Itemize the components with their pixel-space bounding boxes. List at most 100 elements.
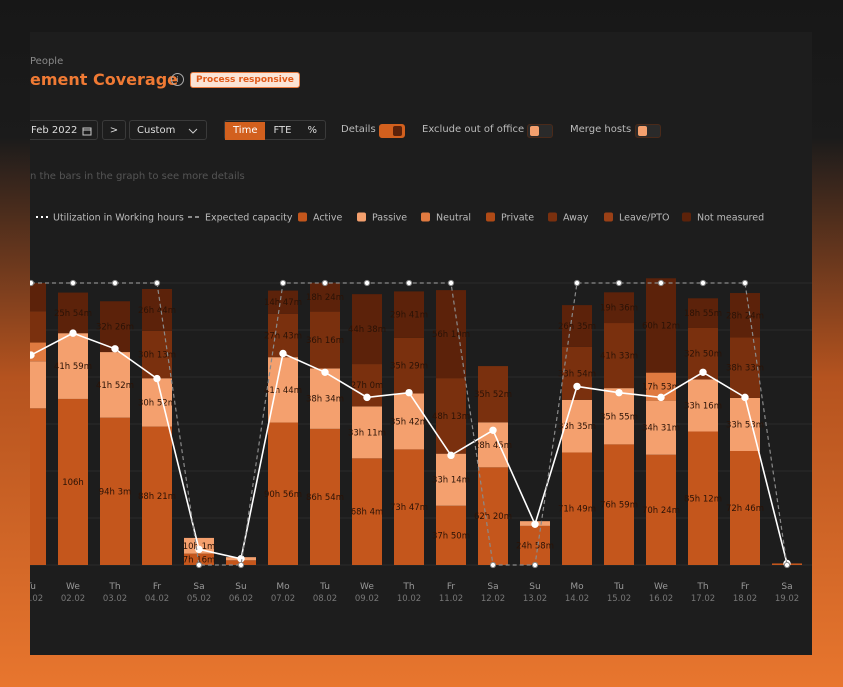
toggle-label: Exclude out of office	[422, 124, 525, 135]
bar-value-label: 25h 54m	[54, 309, 92, 319]
line-point	[111, 279, 119, 287]
info-icon[interactable]: i	[171, 73, 184, 86]
bar-value-label: 28h 24m	[726, 311, 764, 321]
bar-value-label: 41h 33m	[600, 352, 638, 362]
bar-value-label: 33h 54m	[558, 369, 596, 379]
line-point	[279, 279, 287, 287]
line-point	[405, 279, 413, 287]
bar-value-label: 30h 52m	[138, 398, 176, 408]
bar-segment	[352, 294, 382, 365]
x-tick-label: 18.02	[733, 594, 757, 604]
bar-segment	[100, 301, 130, 353]
chevron	[188, 128, 198, 134]
bar-segment	[310, 428, 340, 565]
bar-segment	[268, 422, 298, 565]
bar-value-label: 33h 11m	[348, 428, 386, 438]
bar-value-label: 76h 59m	[600, 501, 638, 511]
toggle[interactable]	[635, 124, 661, 138]
legend-label: Active	[313, 213, 343, 224]
bar-value-label: 72h 46m	[726, 504, 764, 514]
line-point	[69, 279, 77, 287]
x-tick-label: 06.02	[229, 594, 253, 604]
bar-value-label: 28h 45m	[474, 441, 512, 451]
legend-label: Not measured	[697, 213, 764, 224]
bar-value-label: 24h 58m	[516, 541, 554, 551]
bar-segment	[310, 282, 340, 312]
x-tick-label: 16.02	[649, 594, 673, 604]
date-picker[interactable]: Feb 2022	[30, 120, 98, 140]
toggle[interactable]	[379, 124, 405, 138]
x-tick-label: Fr	[741, 582, 750, 592]
bar-value-label: 41h 44m	[264, 386, 302, 396]
bar-value-label: 26h 44m	[138, 306, 176, 316]
next-button[interactable]: >	[102, 120, 126, 140]
unit-option[interactable]: FTE	[273, 125, 292, 136]
bar-value-label: 73h 47m	[390, 503, 428, 513]
bar-value-label: 37h 50m	[432, 531, 470, 541]
toggle[interactable]	[527, 124, 553, 138]
date-text: Feb 2022	[31, 125, 78, 136]
bar-value-label: 14h 47m	[264, 298, 302, 308]
legend-swatch	[421, 212, 430, 222]
bar-segment	[562, 452, 592, 565]
legend-label: Passive	[372, 213, 407, 224]
bar-segment	[604, 388, 634, 445]
bar-segment	[562, 305, 592, 347]
line-point	[405, 388, 413, 397]
legend-swatch	[357, 212, 366, 222]
line-point	[153, 279, 161, 287]
x-tick-label: Su	[235, 582, 246, 592]
status-badge: Process responsive	[190, 72, 300, 88]
line-point	[30, 351, 35, 359]
bar-value-label: 90h 56m	[264, 490, 302, 500]
range-text: Custom	[137, 125, 176, 136]
bar-value-label: 33h 16m	[684, 401, 722, 411]
line-point	[321, 279, 329, 287]
line-point	[447, 279, 455, 287]
bar-segment	[58, 292, 88, 334]
x-tick-label: We	[360, 582, 374, 592]
line-point	[615, 388, 623, 397]
bar-segment	[730, 450, 760, 565]
legend-swatch	[486, 212, 495, 222]
line-point	[111, 345, 119, 353]
bar-value-label: 71h 49m	[558, 505, 596, 515]
line-point	[741, 393, 749, 402]
bar-value-label: 36h 16m	[306, 336, 344, 346]
unit-option[interactable]: %	[307, 125, 318, 136]
unit-option[interactable]: Time	[225, 122, 266, 140]
bar-segment	[30, 311, 46, 343]
bar-value-label: 29h 41m	[390, 311, 428, 321]
x-tick-label: 14.02	[565, 594, 589, 604]
bar-segment	[58, 333, 88, 399]
x-tick-label: 01.02	[30, 594, 43, 604]
bar-segment	[478, 366, 508, 423]
x-tick-label: 10.02	[397, 594, 421, 604]
unit-switch: Time FTE%	[224, 120, 327, 140]
bar-segment	[184, 553, 214, 565]
line-point	[531, 520, 539, 528]
bar-segment	[436, 453, 466, 506]
bar-segment	[688, 379, 718, 432]
bar-segment	[562, 399, 592, 453]
line-point	[30, 279, 35, 287]
breadcrumb[interactable]: People	[30, 56, 64, 67]
bar-segment	[730, 293, 760, 338]
bar-segment	[436, 505, 466, 565]
legend-label: Private	[501, 213, 534, 224]
x-tick-label: Th	[108, 582, 120, 592]
bar-value-label: 48h 13m	[432, 412, 470, 422]
line-point	[363, 393, 371, 402]
x-tick-label: 13.02	[523, 594, 547, 604]
bar-segment	[30, 283, 46, 312]
bar-segment	[100, 352, 130, 418]
x-tick-label: Th	[402, 582, 414, 592]
legend-swatch	[682, 212, 691, 222]
bar-segment	[730, 397, 760, 451]
bar-value-label: 30h 13m	[138, 351, 176, 361]
bar-value-label: 94h 3m	[99, 487, 132, 497]
bar-segment	[394, 291, 424, 338]
bar-value-label: 18h 55m	[684, 309, 722, 319]
range-select[interactable]: Custom	[129, 120, 207, 140]
